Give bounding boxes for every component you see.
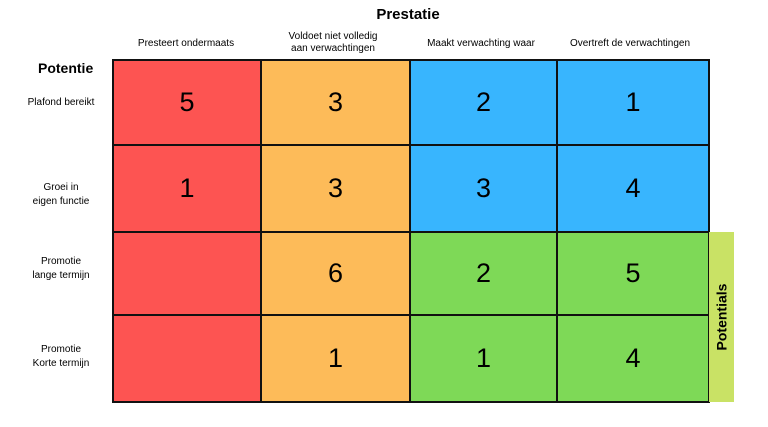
cell-r2-c2: 3	[260, 144, 411, 233]
row-header-ceiling: Plafond bereikt	[27, 97, 95, 108]
cell-r3-c2: 6	[260, 231, 411, 316]
cell-r3-c1	[112, 231, 262, 316]
cell-r3-c4: 5	[556, 231, 710, 316]
cell-r2-c1: 1	[112, 144, 262, 233]
cell-r4-c4: 4	[556, 314, 710, 403]
cell-r4-c2: 1	[260, 314, 411, 403]
cell-r3-c3: 2	[409, 231, 558, 316]
cell-r1-c2: 3	[260, 59, 411, 146]
cell-r1-c3: 2	[409, 59, 558, 146]
column-header-exceeds: Overtreft de verwachtingen	[569, 38, 691, 49]
cell-r4-c3: 1	[409, 314, 558, 403]
row-axis-title: Potentie	[38, 60, 94, 76]
cell-r2-c4: 4	[556, 144, 710, 233]
row-header-growth: Groei in eigen functie	[32, 182, 90, 207]
potentials-label-text: Potentials	[713, 283, 730, 351]
cell-r1-c4: 1	[556, 59, 710, 146]
cell-r4-c1	[112, 314, 262, 403]
chart-title: Prestatie	[376, 6, 440, 23]
column-header-underperforms: Presteert ondermaats	[137, 38, 235, 49]
column-header-meets: Maakt verwachting waar	[427, 38, 535, 49]
cell-r2-c3: 3	[409, 144, 558, 233]
row-header-promotion-short: Promotie Korte termijn	[32, 344, 90, 369]
cell-r1-c1: 5	[112, 59, 262, 146]
row-header-promotion-long: Promotie lange termijn	[32, 256, 90, 281]
column-header-partially-meets: Voldoet niet volledig aan verwachtingen	[288, 31, 378, 54]
potentials-side-label: Potentials	[709, 232, 734, 402]
